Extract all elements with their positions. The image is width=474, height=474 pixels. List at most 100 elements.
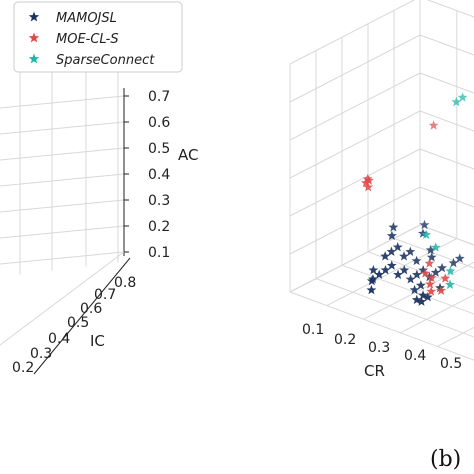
left-z-tick-label: 0.4: [148, 167, 170, 183]
right-back-grid: [419, 110, 474, 132]
right-floor-grid: [289, 224, 421, 293]
left-floor-edge: [0, 251, 125, 346]
data-point: [411, 294, 422, 305]
data-point: [363, 182, 374, 192]
data-point: [421, 229, 432, 240]
left-ic-tick-label: 0.3: [30, 346, 52, 362]
data-point: [392, 242, 403, 252]
data-point: [411, 255, 422, 266]
left-grid-line: [0, 147, 125, 161]
data-point: [418, 228, 428, 238]
legend-entry-label: MAMOJSL: [56, 11, 117, 26]
right-floor-grid: [393, 237, 474, 269]
left-grid-line: [0, 121, 125, 135]
data-point: [426, 272, 437, 283]
data-point: [419, 219, 430, 230]
left-grid-line: [0, 173, 125, 187]
right-back-grid: [419, 34, 474, 56]
data-point: [435, 282, 445, 293]
data-point: [425, 279, 436, 289]
right-cr-tick-label: 0.1: [302, 322, 324, 338]
series-moe-cl-s: [360, 120, 451, 296]
data-point: [445, 279, 455, 289]
data-point: [386, 230, 397, 241]
right-floor-grid: [315, 278, 474, 338]
data-point: [416, 296, 427, 306]
data-point: [425, 244, 436, 255]
data-point: [424, 258, 435, 268]
data-point: [366, 284, 377, 295]
data-point: [426, 252, 437, 262]
right-3d-panel: 0.1 0.2 0.3 0.4 0.5 CR: [289, 0, 474, 380]
right-cr-axis-label: CR: [364, 362, 385, 380]
left-3d-panel: 0.10.20.30.40.50.60.7AC0.20.30.40.50.60.…: [0, 60, 198, 376]
left-z-tick-label: 0.3: [148, 193, 170, 209]
left-grid-line: [0, 199, 125, 213]
data-point: [380, 251, 391, 261]
right-floor-grid: [367, 251, 474, 292]
data-point: [451, 96, 462, 107]
right-back-grid: [426, 0, 474, 18]
right-floor-grid: [419, 224, 474, 246]
data-point: [436, 285, 447, 295]
left-z-tick-label: 0.1: [148, 245, 170, 261]
legend-marker: [28, 53, 40, 64]
data-point: [430, 242, 441, 252]
data-point: [405, 274, 416, 284]
data-point: [454, 253, 465, 263]
legend-entry-label: SparseConnect: [56, 53, 155, 68]
data-point: [393, 269, 403, 279]
data-point: [418, 290, 428, 300]
left-z-tick-label: 0.5: [148, 141, 170, 157]
data-point: [399, 265, 410, 275]
data-point: [362, 173, 373, 184]
data-point: [411, 269, 422, 280]
data-point: [448, 257, 459, 268]
data-point: [426, 286, 437, 296]
left-ic-tick-label: 0.6: [80, 301, 102, 317]
legend-box: [13, 1, 183, 73]
right-cr-tick-label: 0.2: [334, 332, 356, 348]
data-point: [368, 265, 379, 275]
right-back-grid: [419, 72, 474, 94]
right-side-grid: [289, 72, 421, 141]
right-cr-tick-label: 0.3: [368, 340, 390, 356]
right-side-grid: [289, 110, 421, 179]
data-point: [440, 273, 451, 283]
data-point: [430, 267, 441, 277]
left-ic-tick-label: 0.2: [12, 360, 34, 376]
right-back-grid: [419, 186, 474, 208]
right-cr-tick-label: 0.5: [440, 356, 462, 372]
data-point: [367, 274, 378, 284]
right-side-grid: [289, 0, 416, 65]
legend-marker: [28, 11, 40, 22]
data-point: [409, 284, 420, 295]
left-ic-axis-label: IC: [90, 332, 105, 350]
data-point: [422, 291, 433, 302]
right-side-grid: [289, 34, 421, 103]
left-grid-line: [0, 95, 125, 109]
data-point: [405, 246, 416, 257]
data-point: [374, 269, 385, 279]
series-mamojsl: [366, 219, 465, 306]
data-point: [457, 92, 468, 102]
right-side-grid: [289, 186, 421, 255]
data-point: [380, 264, 391, 275]
right-cr-tick-label: 0.4: [404, 348, 426, 364]
left-ic-tick-label: 0.5: [67, 315, 89, 331]
data-point: [388, 222, 399, 232]
right-floor-grid: [289, 291, 474, 361]
data-point: [418, 265, 429, 275]
right-floor-grid: [400, 294, 474, 334]
right-floor-grid: [436, 326, 474, 347]
right-side-grid: [289, 148, 421, 217]
legend-marker: [28, 32, 40, 43]
data-point: [386, 260, 397, 270]
data-point: [437, 262, 447, 273]
panel-label: (b): [430, 447, 461, 472]
data-point: [366, 275, 377, 286]
left-ic-tick-label: 0.7: [94, 287, 116, 303]
left-ic-axis: [33, 257, 131, 375]
right-back-grid: [419, 148, 474, 170]
